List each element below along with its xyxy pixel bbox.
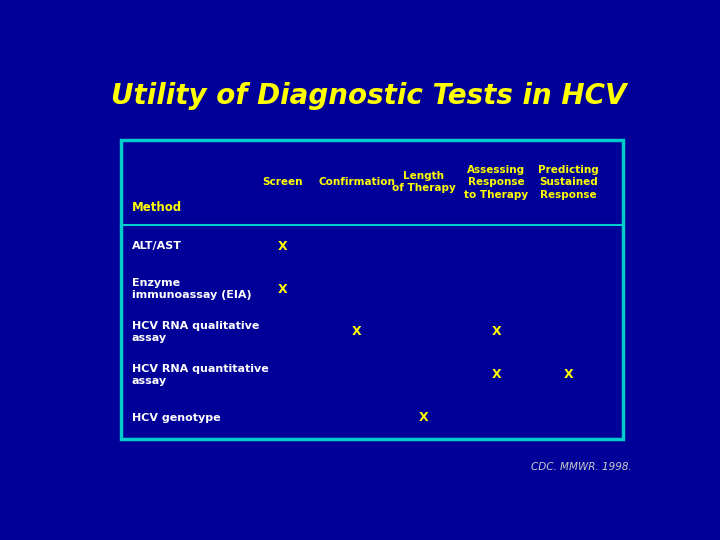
Text: X: X <box>352 326 361 339</box>
Text: Predicting
Sustained
Response: Predicting Sustained Response <box>539 165 599 200</box>
Text: Enzyme
immunoassay (EIA): Enzyme immunoassay (EIA) <box>132 278 251 300</box>
Text: HCV genotype: HCV genotype <box>132 413 220 423</box>
Text: X: X <box>492 326 501 339</box>
Text: Confirmation: Confirmation <box>318 177 395 187</box>
FancyBboxPatch shape <box>121 140 623 439</box>
Text: Length
of Therapy: Length of Therapy <box>392 171 456 193</box>
Text: X: X <box>278 282 287 295</box>
Text: Utility of Diagnostic Tests in HCV: Utility of Diagnostic Tests in HCV <box>112 82 626 110</box>
Text: X: X <box>492 368 501 381</box>
Text: X: X <box>419 411 428 424</box>
Text: HCV RNA qualitative
assay: HCV RNA qualitative assay <box>132 321 259 343</box>
Text: Method: Method <box>132 201 182 214</box>
Text: Assessing
Response
to Therapy: Assessing Response to Therapy <box>464 165 528 200</box>
Text: HCV RNA quantitative
assay: HCV RNA quantitative assay <box>132 363 269 386</box>
Text: Screen: Screen <box>262 177 302 187</box>
Text: CDC. MMWR. 1998.: CDC. MMWR. 1998. <box>531 462 631 472</box>
Text: ALT/AST: ALT/AST <box>132 241 182 251</box>
Text: X: X <box>278 240 287 253</box>
Text: X: X <box>564 368 574 381</box>
